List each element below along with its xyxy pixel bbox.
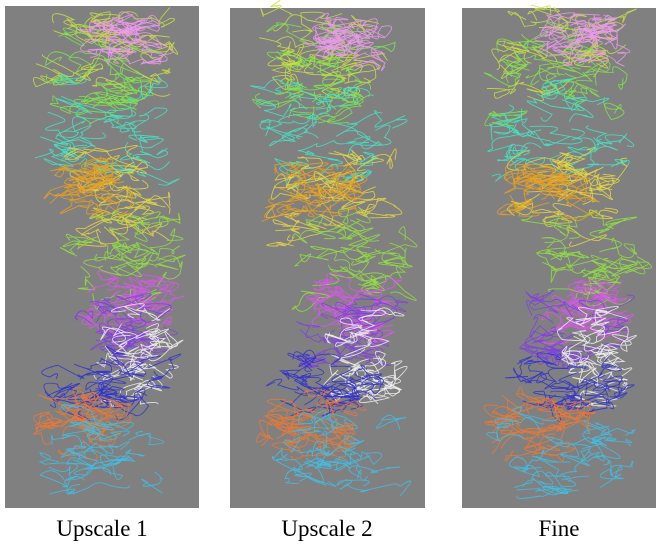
caption: Upscale 2	[281, 516, 372, 541]
panel	[462, 5, 656, 508]
panel	[5, 6, 199, 508]
caption: Fine	[539, 516, 580, 541]
caption: Upscale 1	[56, 516, 147, 541]
panel	[230, 0, 425, 508]
figure: Upscale 1 Upscale 2 Fine	[0, 0, 661, 547]
